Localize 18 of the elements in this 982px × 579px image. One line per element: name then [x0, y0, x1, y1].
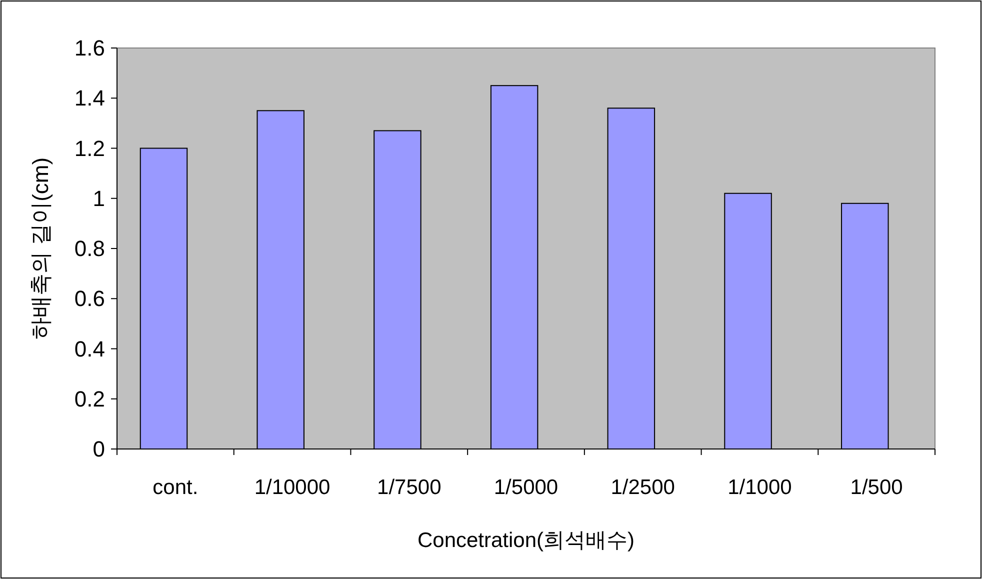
- x-tick-label: 1/5000: [494, 476, 558, 499]
- y-tick-label: 1.4: [74, 86, 105, 111]
- x-tick-label: 1/7500: [377, 476, 442, 499]
- x-tick-label: 1/500: [850, 476, 903, 499]
- y-axis-title: 하배축의 길이(cm): [28, 157, 53, 340]
- y-tick-label: 0.8: [74, 236, 105, 261]
- x-axis-title: Concetration(희석배수): [417, 529, 635, 552]
- y-tick-label: 1: [92, 186, 105, 211]
- y-tick-label: 0.6: [74, 286, 105, 312]
- x-tick-label: 1/2500: [610, 476, 675, 499]
- x-tick-label: cont.: [152, 476, 198, 499]
- y-tick-label: 1.2: [74, 136, 105, 161]
- y-tick-label: 0.4: [74, 336, 105, 362]
- y-tick-label: 1.6: [74, 36, 105, 60]
- x-tick-label: 1/10000: [254, 476, 330, 499]
- x-tick-label: 1/1000: [728, 476, 792, 499]
- y-tick-label: 0: [92, 436, 105, 462]
- y-tick-label: 0.2: [74, 386, 105, 412]
